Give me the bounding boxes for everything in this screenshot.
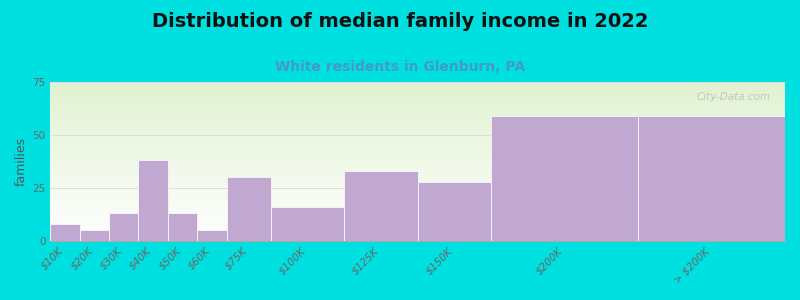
Text: White residents in Glenburn, PA: White residents in Glenburn, PA (275, 60, 525, 74)
Bar (109, 214, 138, 241)
Bar (50, 224, 80, 241)
Bar (198, 230, 226, 241)
Bar (418, 182, 491, 241)
Bar (491, 116, 638, 241)
Bar (138, 160, 168, 241)
Bar (638, 116, 785, 241)
Bar (168, 214, 198, 241)
Bar (226, 177, 270, 241)
Bar (344, 171, 418, 241)
Bar (270, 207, 344, 241)
Bar (80, 230, 109, 241)
Text: City-Data.com: City-Data.com (696, 92, 770, 101)
Y-axis label: families: families (15, 137, 28, 186)
Text: Distribution of median family income in 2022: Distribution of median family income in … (152, 12, 648, 31)
